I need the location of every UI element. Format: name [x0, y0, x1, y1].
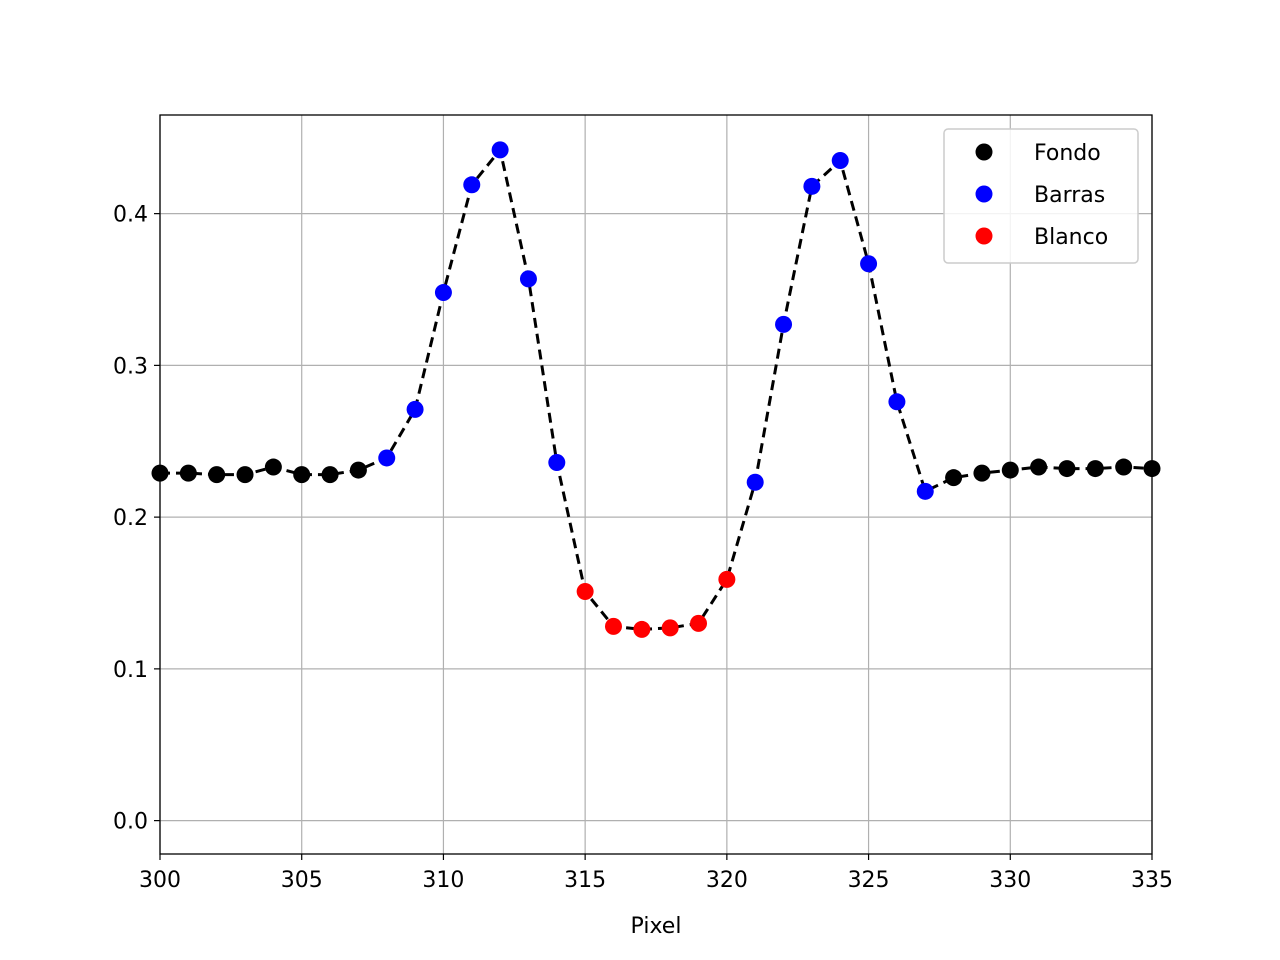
legend-marker-fondo	[975, 143, 993, 161]
point-barras	[463, 176, 481, 194]
point-barras	[831, 152, 849, 170]
y-tick-label: 0.0	[113, 810, 148, 835]
point-fondo	[1115, 458, 1133, 476]
point-fondo	[1086, 460, 1104, 478]
point-fondo	[293, 466, 311, 484]
point-barras	[860, 255, 878, 273]
point-fondo	[179, 464, 197, 482]
plot-frame	[159, 114, 1153, 855]
point-blanco	[718, 570, 736, 588]
point-fondo	[945, 469, 963, 487]
point-barras	[548, 453, 566, 471]
point-blanco	[661, 619, 679, 637]
legend-marker-barras	[975, 185, 993, 203]
point-barras	[746, 473, 764, 491]
x-tick-label: 310	[422, 868, 464, 893]
x-tick-label: 300	[139, 868, 181, 893]
legend-marker-blanco	[975, 227, 993, 245]
point-barras	[803, 177, 821, 195]
legend-label-blanco: Blanco	[1034, 225, 1108, 250]
x-tick-label: 305	[281, 868, 323, 893]
point-barras	[916, 482, 934, 500]
x-tick-label: 320	[706, 868, 748, 893]
point-fondo	[264, 458, 282, 476]
point-barras	[519, 270, 537, 288]
point-blanco	[690, 614, 708, 632]
legend: Fondo Barras Blanco	[943, 128, 1139, 264]
y-tick-label: 0.4	[113, 203, 148, 228]
point-blanco	[633, 620, 651, 638]
legend-box	[943, 128, 1139, 264]
x-tick-label: 325	[848, 868, 890, 893]
point-fondo	[1030, 458, 1048, 476]
point-fondo	[1001, 461, 1019, 479]
ticks-layer: 300 305 310 315 320 325 330 335 0.0 0.1 0.2 0.3 0.4	[113, 203, 1173, 893]
point-fondo	[973, 464, 991, 482]
point-fondo	[349, 461, 367, 479]
point-fondo	[208, 466, 226, 484]
x-tick-label: 315	[564, 868, 606, 893]
point-barras	[888, 393, 906, 411]
point-blanco	[604, 617, 622, 635]
legend-label-fondo: Fondo	[1034, 141, 1101, 166]
y-tick-label: 0.3	[113, 354, 148, 379]
points-layer	[151, 141, 1161, 638]
y-tick-label: 0.1	[113, 658, 148, 683]
point-barras	[775, 315, 793, 333]
point-fondo	[1058, 460, 1076, 478]
point-barras	[378, 449, 396, 467]
point-fondo	[321, 466, 339, 484]
point-barras	[434, 284, 452, 302]
x-axis-label: Pixel	[631, 914, 682, 939]
y-tick-label: 0.2	[113, 506, 148, 531]
point-blanco	[576, 582, 594, 600]
x-tick-label: 330	[989, 868, 1031, 893]
point-barras	[491, 141, 509, 159]
x-tick-label: 335	[1131, 868, 1173, 893]
legend-label-barras: Barras	[1034, 183, 1105, 208]
point-barras	[406, 400, 424, 418]
point-fondo	[236, 466, 254, 484]
